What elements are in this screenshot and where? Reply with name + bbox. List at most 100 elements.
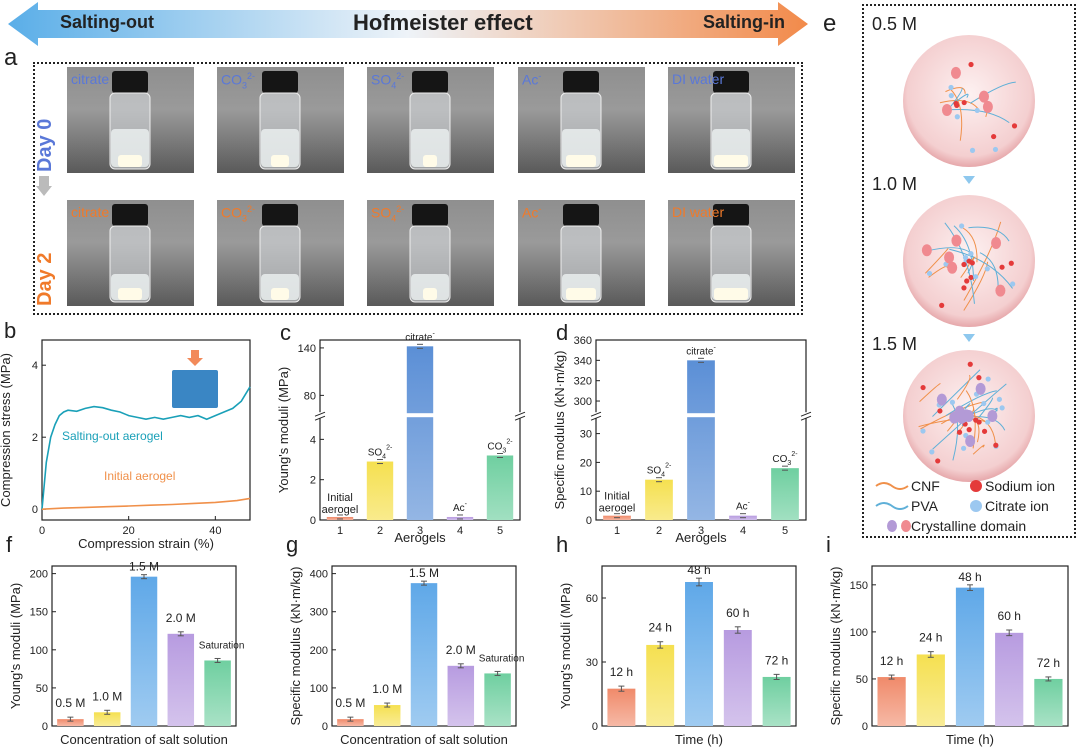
network-sphere [903, 350, 1035, 482]
network-sphere [903, 35, 1035, 167]
vial-gel [423, 155, 437, 167]
bar [1034, 678, 1063, 726]
polymer-chain [968, 226, 1010, 242]
vial-caption: CO32- [221, 204, 256, 224]
schematic-spheres [875, 35, 1035, 532]
ion-dot [966, 427, 972, 433]
y-axis-label: Young's moduli (MPa) [558, 583, 573, 709]
y-tick-label: 0 [322, 721, 328, 733]
polymer-chain [924, 247, 949, 274]
bar-label: citrate- [686, 344, 716, 357]
vial-photo: CO32- [217, 67, 344, 173]
x-tick-label: 40 [209, 525, 221, 537]
bar [955, 587, 985, 726]
y-tick-label: 4 [310, 434, 316, 446]
ion-dot [973, 274, 979, 280]
axis-break-gap [803, 412, 809, 419]
bar-label: Ac- [736, 500, 751, 513]
ion-dot [981, 428, 988, 434]
crystalline-domain [947, 261, 958, 274]
y-tick-label: 80 [304, 390, 316, 402]
ion-dot [996, 396, 1003, 402]
y-axis-label: Specific modulus (kN·m/kg) [828, 567, 843, 726]
ion-dot [960, 445, 967, 451]
bar [645, 479, 673, 520]
vial-cap [563, 71, 599, 93]
y-tick-label: 2 [310, 475, 316, 487]
ion-dot [935, 458, 941, 464]
vial-photo: DI water [668, 200, 795, 306]
ion-dot [961, 99, 967, 106]
vial-cap [262, 204, 298, 226]
bar [771, 468, 799, 520]
y-axis-label: Specific modulus (kN·m/kg) [552, 351, 567, 510]
x-tick-label: 0 [39, 525, 45, 537]
x-tick-label: 5 [782, 525, 788, 537]
axis-break-gap [593, 412, 599, 419]
y-tick-label: 200 [310, 645, 328, 657]
ion-dot [956, 429, 963, 435]
vial-icon [710, 204, 752, 303]
conc-label-1: 1.0 M [872, 174, 918, 194]
bar-label: 24 h [919, 631, 942, 645]
crystalline-domain [941, 104, 952, 117]
bar-break [686, 413, 716, 418]
bar-label: 0.5 M [335, 696, 365, 710]
vial-cap [563, 204, 599, 226]
vial-cap [412, 204, 448, 226]
bar [916, 654, 945, 726]
y-tick-label: 100 [30, 645, 48, 657]
crystalline-domain [991, 236, 1002, 249]
panel-letter: f [6, 532, 13, 557]
bar-label: 72 h [1037, 656, 1060, 670]
down-arrow-icon [187, 350, 203, 366]
vial-icon [259, 71, 301, 170]
bar-label: Saturation [199, 640, 245, 651]
vial-liquid [261, 129, 299, 167]
bar-label: 0.5 M [55, 696, 85, 710]
y-tick-label: 300 [574, 396, 592, 408]
vial-caption: citrate [71, 204, 110, 220]
ion-dot [969, 260, 975, 266]
bar [130, 576, 158, 726]
vial-photo: DI water [668, 67, 795, 173]
bar-label: 12 h [880, 654, 903, 668]
vial-photo: Ac- [518, 200, 645, 306]
y-axis-label: Young's moduli (MPa) [276, 367, 291, 493]
axis-break-gap [517, 412, 523, 419]
y-tick-label: 20 [580, 457, 592, 469]
axis-break-mark [514, 411, 526, 417]
bar-label: 1.5 M [129, 560, 159, 574]
bar-label: 48 h [958, 570, 981, 584]
x-tick-label: 5 [497, 525, 503, 537]
vial-gel [271, 288, 289, 300]
y-tick-label: 300 [310, 607, 328, 619]
panel-letter-a: a [4, 44, 18, 71]
vial-icon [259, 204, 301, 303]
vial-gel [118, 155, 142, 167]
ion-dot [937, 408, 943, 414]
bar-label: 2.0 M [166, 611, 196, 625]
vial-icon [409, 71, 451, 170]
x-tick-label: 3 [698, 525, 704, 537]
sodium-legend-icon [970, 480, 982, 492]
legend-citrate: Citrate ion [985, 498, 1049, 514]
bar-label: SO42- [647, 463, 672, 479]
vial-photo: citrate [67, 67, 194, 173]
polymer-chain [956, 93, 969, 102]
polymer-chain [969, 81, 1016, 104]
bar [337, 719, 364, 726]
y-tick-label: 360 [574, 335, 592, 347]
vial-caption: SO42- [371, 71, 405, 91]
ion-dot [974, 107, 980, 114]
ion-dot [1011, 123, 1018, 129]
salting-out-label: Salting-out [60, 12, 154, 32]
vial-gel [118, 288, 142, 300]
crystalline-domain [921, 244, 932, 257]
x-tick-label: 2 [377, 525, 383, 537]
vial-liquid [261, 274, 299, 300]
ion-dot [920, 428, 926, 434]
vial-caption: CO32- [221, 71, 256, 91]
vial-cap [412, 71, 448, 93]
polymer-chain [956, 374, 971, 400]
